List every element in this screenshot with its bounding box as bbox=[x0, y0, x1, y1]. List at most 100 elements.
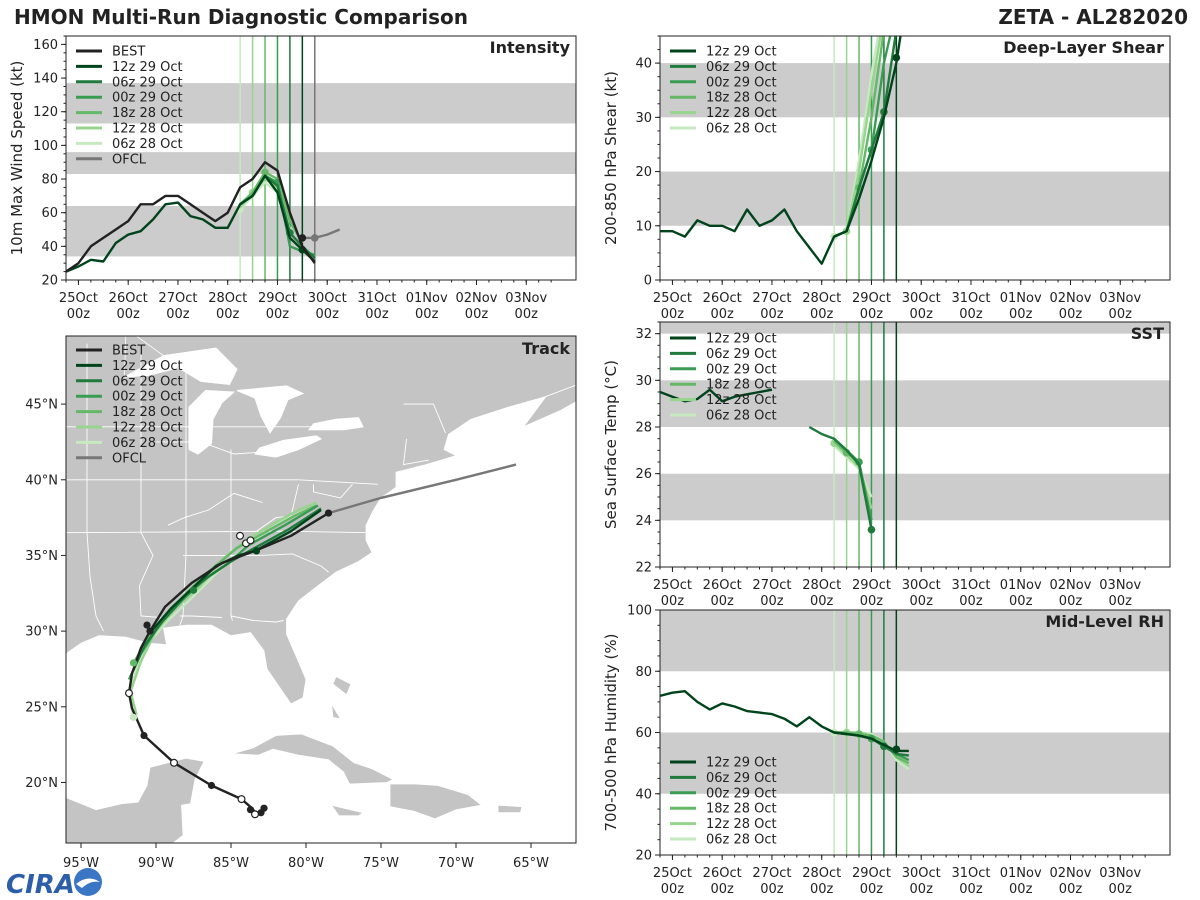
storm-id: ZETA - AL282020 bbox=[998, 5, 1188, 29]
rh-xtick-line: 30Oct bbox=[902, 866, 941, 881]
track-open-point-best-6 bbox=[246, 536, 255, 545]
shear-ytick-label-40: 40 bbox=[635, 57, 652, 72]
rh-ytick-label-40: 40 bbox=[635, 787, 652, 802]
rh-xtick-line: 00z bbox=[1109, 882, 1133, 897]
intensity-ytick-label-20: 20 bbox=[41, 274, 58, 289]
rh-legend-label-06z-28-oct: 06z 28 Oct bbox=[706, 833, 777, 848]
intensity-xtick-line: 26Oct bbox=[109, 291, 148, 306]
intensity-series-06z-28-oct bbox=[239, 181, 279, 211]
shear-xtick-line: 30Oct bbox=[902, 291, 941, 306]
intensity-ytick-label-120: 120 bbox=[33, 105, 58, 120]
shear-xtick-label-9: 03Nov 00z bbox=[1099, 291, 1141, 322]
shear-xtick-line: 01Nov bbox=[1000, 291, 1042, 306]
shear-ytick-label-0: 0 bbox=[644, 274, 652, 289]
sst-xtick-label-7: 01Nov 00z bbox=[1000, 578, 1042, 609]
nova-scotia-land bbox=[522, 384, 576, 428]
intensity-xtick-line: 30Oct bbox=[308, 291, 347, 306]
intensity-point-best-0 bbox=[298, 234, 307, 242]
track-title: Track bbox=[522, 339, 570, 358]
sst-band-2 bbox=[660, 322, 1170, 334]
state-border-2 bbox=[179, 358, 187, 626]
shear-xtick-line: 28Oct bbox=[802, 291, 841, 306]
intensity-legend-label-00z-29-oct: 00z 29 Oct bbox=[112, 91, 183, 106]
intensity-legend-label-best: BEST bbox=[112, 45, 145, 60]
shear-legend-label-00z-29-oct: 00z 29 Oct bbox=[706, 75, 777, 90]
cuba-land bbox=[232, 733, 394, 785]
track-legend-label-ofcl: OFCL bbox=[112, 451, 147, 466]
state-border-10 bbox=[230, 615, 284, 623]
rh-legend-label-06z-29-oct: 06z 29 Oct bbox=[706, 771, 777, 786]
sst-xtick-line: 28Oct bbox=[802, 578, 841, 593]
track-legend-label-12z-29-oct: 12z 29 Oct bbox=[112, 359, 183, 374]
track-ytick-label-35-n: 35°N bbox=[25, 549, 58, 564]
track-legend-label-00z-29-oct: 00z 29 Oct bbox=[112, 390, 183, 405]
intensity-xtick-label-8: 02Nov 00z bbox=[456, 291, 498, 322]
intensity-xtick-line: 00z bbox=[216, 307, 240, 322]
rh-xtick-line: 00z bbox=[910, 882, 934, 897]
state-border-11 bbox=[167, 492, 263, 526]
shear-plot-area bbox=[660, 36, 1170, 280]
shear-xtick-label-8: 02Nov 00z bbox=[1050, 291, 1092, 322]
rh-xtick-label-6: 31Oct 00z bbox=[951, 866, 990, 897]
track-point-06z-28-oct-0 bbox=[129, 713, 138, 721]
sst-xtick-line: 00z bbox=[760, 594, 784, 609]
sst-xtick-line: 31Oct bbox=[951, 578, 990, 593]
track-ytick-label-20-n: 20°N bbox=[25, 776, 58, 791]
track-xtick-label-70-w: 70°W bbox=[438, 856, 474, 871]
intensity-legend-label-12z-28-oct: 12z 28 Oct bbox=[112, 122, 183, 137]
rh-xtick-line: 29Oct bbox=[852, 866, 891, 881]
sst-xtick-line: 00z bbox=[1009, 594, 1033, 609]
shear-xtick-line: 00z bbox=[910, 307, 934, 322]
sst-xtick-label-3: 28Oct 00z bbox=[802, 578, 841, 609]
sst-xtick-label-0: 25Oct 00z bbox=[653, 578, 692, 609]
rh-xtick-line: 00z bbox=[760, 882, 784, 897]
shear-legend-label-18z-28-oct: 18z 28 Oct bbox=[706, 91, 777, 106]
rh-xtick-line: 25Oct bbox=[653, 866, 692, 881]
rh-xtick-line: 00z bbox=[810, 882, 834, 897]
rh-xtick-label-7: 01Nov 00z bbox=[1000, 866, 1042, 897]
intensity-xtick-label-3: 28Oct 00z bbox=[208, 291, 247, 322]
sst-xtick-line: 26Oct bbox=[703, 578, 742, 593]
rh-xtick-line: 31Oct bbox=[951, 866, 990, 881]
shear-xtick-line: 27Oct bbox=[752, 291, 791, 306]
shear-xtick-line: 00z bbox=[711, 307, 735, 322]
track-point-best-1 bbox=[257, 809, 265, 817]
intensity-xtick-line: 00z bbox=[117, 307, 141, 322]
track-legend-label-18z-28-oct: 18z 28 Oct bbox=[112, 405, 183, 420]
track-frame bbox=[65, 335, 577, 844]
track-ytick-label-40-n: 40°N bbox=[25, 473, 58, 488]
sst-xtick-label-1: 26Oct 00z bbox=[703, 578, 742, 609]
intensity-series-best bbox=[66, 161, 316, 273]
sst-ytick-label-26: 26 bbox=[635, 467, 652, 482]
sst-title: SST bbox=[1131, 324, 1164, 343]
great-lake-0 bbox=[124, 347, 238, 385]
puerto-rico-land bbox=[497, 804, 523, 814]
track-point-best-6 bbox=[143, 621, 151, 629]
shear-band-0 bbox=[660, 171, 1170, 226]
shear-xtick-label-3: 28Oct 00z bbox=[802, 291, 841, 322]
state-border-13 bbox=[403, 403, 446, 434]
shear-xtick-line: 00z bbox=[661, 307, 685, 322]
sst-xtick-line: 00z bbox=[711, 594, 735, 609]
intensity-xtick-line: 00z bbox=[465, 307, 489, 322]
shear-xtick-line: 00z bbox=[1009, 307, 1033, 322]
figure-header: HMON Multi-Run Diagnostic Comparison ZET… bbox=[14, 5, 1188, 29]
figure-title: HMON Multi-Run Diagnostic Comparison bbox=[14, 5, 468, 29]
state-border-14 bbox=[402, 438, 430, 466]
rh-ytick-label-100: 100 bbox=[627, 604, 652, 619]
intensity-xtick-label-9: 03Nov 00z bbox=[505, 291, 547, 322]
sst-xtick-label-2: 27Oct 00z bbox=[752, 578, 791, 609]
intensity-xtick-line: 27Oct bbox=[158, 291, 197, 306]
rh-ytick-label-80: 80 bbox=[635, 665, 652, 680]
state-border-9 bbox=[180, 615, 223, 618]
intensity-legend-label-06z-29-oct: 06z 29 Oct bbox=[112, 75, 183, 90]
shear-xtick-line: 00z bbox=[959, 307, 983, 322]
state-border-15 bbox=[313, 484, 353, 499]
intensity-legend-label-12z-29-oct: 12z 29 Oct bbox=[112, 60, 183, 75]
sst-xtick-line: 00z bbox=[1109, 594, 1133, 609]
shear-ylabel: 200-850 hPa Shear (kt) bbox=[602, 71, 620, 245]
track-xtick-label-85-w: 85°W bbox=[213, 856, 249, 871]
